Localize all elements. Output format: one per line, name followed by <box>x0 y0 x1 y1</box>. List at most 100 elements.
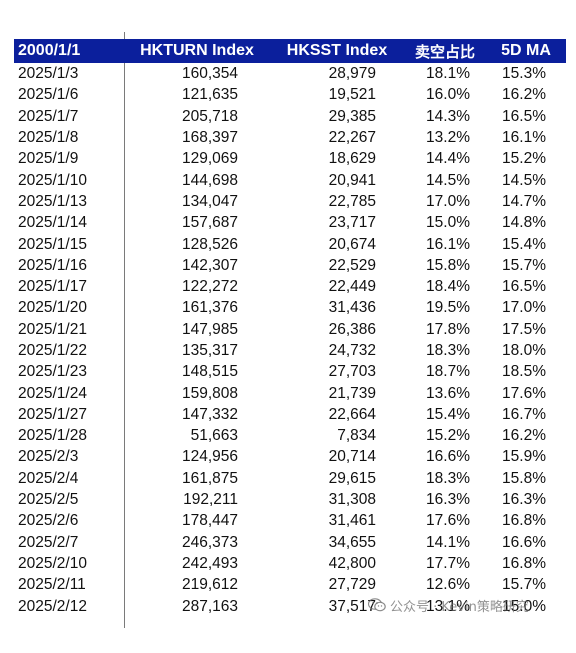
cell-date: 2025/1/7 <box>18 107 79 125</box>
cell-hkturn: 128,526 <box>181 235 238 253</box>
table-row: 2025/1/8 168,397 22,267 13.2% 16.1% <box>14 127 566 148</box>
table-row: 2025/1/3 160,354 28,979 18.1% 15.3% <box>14 63 566 84</box>
table-row: 2025/1/13 134,047 22,785 17.0% 14.7% <box>14 191 566 212</box>
cell-5d-ma: 17.6% <box>502 384 546 402</box>
cell-short-ratio: 16.6% <box>426 448 470 466</box>
cell-5d-ma: 16.5% <box>502 107 546 125</box>
cell-hksst: 22,529 <box>328 256 376 274</box>
cell-hksst: 20,941 <box>328 171 376 189</box>
data-sheet: 2000/1/1 HKTURN Index HKSST Index 卖空占比 5… <box>14 39 566 617</box>
cell-date: 2025/2/7 <box>18 533 79 551</box>
cell-hksst: 37,517 <box>328 597 376 615</box>
cell-short-ratio: 14.4% <box>426 150 470 168</box>
table-row: 2025/2/12 287,163 37,517 13.1% 15.0% <box>14 595 566 616</box>
cell-date: 2025/2/3 <box>18 448 79 466</box>
wechat-icon <box>368 598 386 612</box>
cell-hkturn: 178,447 <box>181 512 238 530</box>
table-row: 2025/1/17 122,272 22,449 18.4% 16.5% <box>14 276 566 297</box>
cell-5d-ma: 15.7% <box>502 576 546 594</box>
cell-short-ratio: 18.4% <box>426 278 470 296</box>
cell-date: 2025/1/15 <box>18 235 87 253</box>
cell-date: 2025/1/24 <box>18 384 87 402</box>
cell-short-ratio: 13.6% <box>426 384 470 402</box>
table-row: 2025/1/27 147,332 22,664 15.4% 16.7% <box>14 404 566 425</box>
cell-date: 2025/1/10 <box>18 171 87 189</box>
header-hkturn: HKTURN Index <box>124 39 270 63</box>
cell-date: 2025/1/16 <box>18 256 87 274</box>
cell-hksst: 26,386 <box>328 320 376 338</box>
cell-5d-ma: 15.4% <box>502 235 546 253</box>
cell-short-ratio: 18.3% <box>426 469 470 487</box>
cell-hksst: 19,521 <box>328 86 376 104</box>
cell-hksst: 23,717 <box>328 214 376 232</box>
table-row: 2025/1/6 121,635 19,521 16.0% 16.2% <box>14 84 566 105</box>
cell-5d-ma: 16.8% <box>502 554 546 572</box>
cell-hksst: 22,664 <box>328 405 376 423</box>
cell-short-ratio: 16.1% <box>426 235 470 253</box>
cell-hksst: 31,308 <box>328 491 376 509</box>
header-hksst: HKSST Index <box>270 39 404 63</box>
cell-date: 2025/2/4 <box>18 469 79 487</box>
cell-date: 2025/2/6 <box>18 512 79 530</box>
table-row: 2025/1/23 148,515 27,703 18.7% 18.5% <box>14 361 566 382</box>
cell-short-ratio: 19.5% <box>426 299 470 317</box>
cell-short-ratio: 14.5% <box>426 171 470 189</box>
cell-hksst: 18,629 <box>328 150 376 168</box>
cell-5d-ma: 15.7% <box>502 256 546 274</box>
cell-hksst: 27,703 <box>328 363 376 381</box>
cell-5d-ma: 16.5% <box>502 278 546 296</box>
table-row: 2025/1/20 161,376 31,436 19.5% 17.0% <box>14 297 566 318</box>
header-5d-ma: 5D MA <box>486 39 566 63</box>
cell-hkturn: 147,985 <box>181 320 238 338</box>
cell-date: 2025/1/9 <box>18 150 79 168</box>
cell-5d-ma: 16.2% <box>502 427 546 445</box>
cell-5d-ma: 16.6% <box>502 533 546 551</box>
cell-short-ratio: 13.1% <box>426 597 470 615</box>
cell-date: 2025/1/17 <box>18 278 87 296</box>
short-selling-table: 2000/1/1 HKTURN Index HKSST Index 卖空占比 5… <box>14 39 566 617</box>
cell-hkturn: 147,332 <box>181 405 238 423</box>
cell-hksst: 34,655 <box>328 533 376 551</box>
cell-short-ratio: 18.7% <box>426 363 470 381</box>
cell-date: 2025/1/3 <box>18 65 79 83</box>
table-row: 2025/2/10 242,493 42,800 17.7% 16.8% <box>14 553 566 574</box>
cell-hkturn: 144,698 <box>181 171 238 189</box>
cell-5d-ma: 17.5% <box>502 320 546 338</box>
cell-short-ratio: 15.8% <box>426 256 470 274</box>
cell-date: 2025/1/8 <box>18 129 79 147</box>
cell-hksst: 7,834 <box>337 427 376 445</box>
cell-hksst: 31,461 <box>328 512 376 530</box>
cell-short-ratio: 17.6% <box>426 512 470 530</box>
cell-date: 2025/1/6 <box>18 86 79 104</box>
cell-short-ratio: 17.7% <box>426 554 470 572</box>
cell-hkturn: 129,069 <box>181 150 238 168</box>
cell-5d-ma: 16.2% <box>502 86 546 104</box>
cell-short-ratio: 16.3% <box>426 491 470 509</box>
cell-5d-ma: 18.0% <box>502 342 546 359</box>
cell-hkturn: 121,635 <box>181 86 238 104</box>
table-row: 2025/1/24 159,808 21,739 13.6% 17.6% <box>14 382 566 403</box>
cell-short-ratio: 12.6% <box>426 576 470 594</box>
cell-hksst: 21,739 <box>328 384 376 402</box>
cell-date: 2025/1/28 <box>18 427 87 445</box>
cell-hkturn: 192,211 <box>183 491 238 509</box>
cell-hkturn: 122,272 <box>181 278 238 296</box>
table-row: 2025/1/16 142,307 22,529 15.8% 15.7% <box>14 255 566 276</box>
cell-hkturn: 134,047 <box>181 192 238 210</box>
cell-hksst: 29,385 <box>328 107 376 125</box>
table-row: 2025/2/11 219,612 27,729 12.6% 15.7% <box>14 574 566 595</box>
cell-date: 2025/1/13 <box>18 192 87 210</box>
cell-hkturn: 246,373 <box>181 533 238 551</box>
cell-date: 2025/1/20 <box>18 299 87 317</box>
cell-hkturn: 160,354 <box>181 65 238 83</box>
cell-5d-ma: 15.8% <box>502 469 546 487</box>
cell-date: 2025/2/12 <box>18 597 87 615</box>
watermark-text: 公众号 · Kevin策略研究 <box>390 599 529 615</box>
cell-5d-ma: 15.9% <box>502 448 546 466</box>
cell-short-ratio: 14.3% <box>426 107 470 125</box>
cell-hkturn: 159,808 <box>181 384 238 402</box>
cell-hkturn: 157,687 <box>181 214 238 232</box>
header-date: 2000/1/1 <box>14 39 124 63</box>
table-row: 2025/1/22 135,317 24,732 18.3% 18.0% <box>14 340 566 361</box>
cell-hkturn: 168,397 <box>181 129 238 147</box>
